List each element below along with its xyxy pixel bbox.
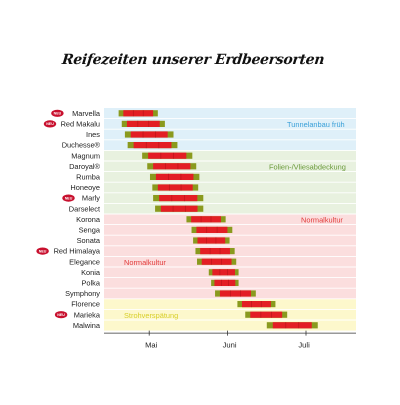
bar-ripe [201,258,232,265]
bar-ripe [155,173,194,180]
bar-ripe [191,216,221,223]
variety-label: Daroyal® [69,162,100,171]
variety-label: Marly [82,194,100,203]
neu-badge [43,120,57,128]
variety-label: Honeoye [70,183,100,192]
variety-label: Senga [79,226,101,235]
neu-badge [51,109,64,117]
neu-badge-text: NEU [39,249,47,253]
zone-label: Normalkultur [124,258,166,267]
bar-ripe [153,163,191,170]
variety-label: Malwina [73,321,101,330]
bar-ripe [130,131,168,138]
zone-label: Strohverspätung [124,311,178,320]
zone-label: Folien-/Vliesabdeckung [269,162,346,171]
bar-ripe [241,301,271,308]
variety-label: Marvella [72,109,101,118]
x-tick-label: Juni [223,341,237,350]
bar-ripe [197,237,226,244]
neu-badge-text: NEU [57,313,65,317]
zone-background [104,320,356,331]
bar-ripe [123,110,154,117]
variety-label: Red Makalu [61,120,100,129]
zone-label: Normalkultur [301,215,343,224]
bar-ripe [126,120,160,127]
bar-ripe [133,142,172,149]
x-tick-label: Mai [145,341,158,350]
bar-ripe [160,205,198,212]
neu-badge-text: NEU [46,122,54,126]
bar-ripe [219,290,251,297]
x-tick-label: Juli [298,341,310,350]
bar-ripe [250,311,283,318]
neu-badge [62,194,75,202]
bar-ripe [157,184,193,191]
bar-ripe [200,248,230,255]
neu-badge-text: NEU [65,196,73,200]
variety-label: Symphony [65,289,100,298]
variety-label: Korona [76,215,101,224]
bar-ripe [148,152,187,159]
variety-label: Red Himalaya [54,247,101,256]
variety-label: Ines [86,130,100,139]
neu-badge [36,247,49,255]
variety-label: Konia [81,268,101,277]
variety-label: Duchesse® [62,141,101,150]
variety-label: Polka [82,279,101,288]
bar-ripe [159,195,198,202]
bar-ripe [272,322,312,329]
bar-ripe [212,269,236,276]
variety-label: Darselect [69,204,100,213]
neu-badge-text: NEU [54,112,62,116]
zone-label: Tunnelanbau früh [287,120,345,129]
neu-badge [54,311,68,319]
variety-label: Magnum [71,151,100,160]
variety-label: Elegance [69,257,100,266]
bar-ripe [214,279,236,286]
variety-label: Rumba [76,173,101,182]
variety-label: Sonata [77,236,101,245]
variety-label: Marieka [74,310,101,319]
bar-ripe [196,226,228,233]
variety-label: Florence [71,300,100,309]
